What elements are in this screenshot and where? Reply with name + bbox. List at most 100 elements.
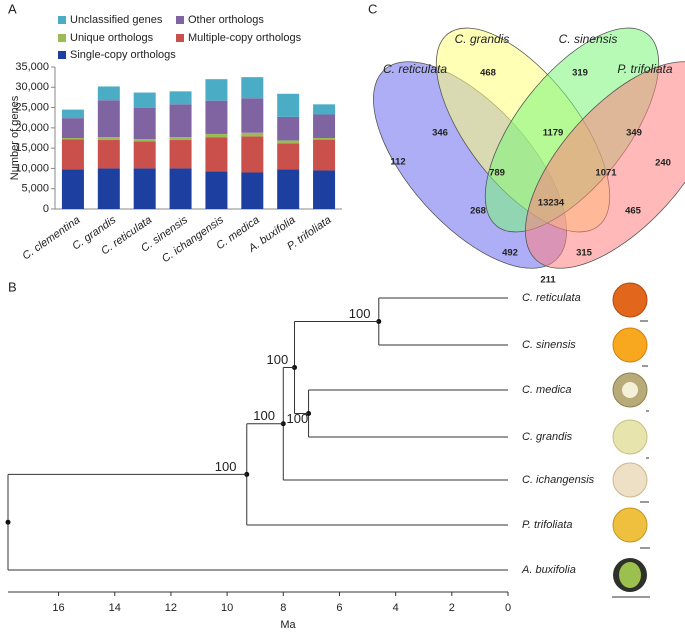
region-count: 1179 [543,128,564,139]
bar-segment [133,107,156,140]
fruit-images [612,282,650,598]
bar-segment [205,171,228,209]
bar-segment [97,140,120,169]
fruit-image [619,562,641,588]
bar-segment [133,139,156,142]
bar-segment [61,118,84,138]
bar-segment [97,137,120,141]
leaf-label: C. ichangensis [522,474,595,486]
support-label: 100 [253,408,275,423]
region-count: 468 [480,68,496,79]
leaf-label: C. medica [522,384,572,396]
leaf-label: C. sinensis [522,339,576,351]
region-count: 346 [432,128,448,139]
x-tick-label: 6 [336,602,342,614]
region-count: 319 [572,68,588,79]
set-label: C. reticulata [383,62,447,76]
bar-segment [277,116,300,141]
bar-segment [277,93,300,117]
x-tick-label: 10 [221,602,233,614]
x-tick-label: 0 [505,602,511,614]
x-tick-label: 4 [393,602,399,614]
bar-segment [241,77,264,99]
bar-segment [133,141,156,169]
bar-segment [205,137,228,172]
y-tick-label: 35,000 [15,61,49,73]
region-count: 13234 [538,198,565,209]
legend-label: Single-copy orthologs [70,49,176,61]
bar-segment [277,143,300,170]
fruit-image [612,282,648,318]
region-count: 789 [489,168,505,179]
leaf-label: C. reticulata [522,292,581,304]
panel-label: B [8,279,17,294]
fruit-image [612,462,648,498]
bar-segment [277,140,300,144]
x-tick-label: 14 [109,602,121,614]
bar-segment [313,170,336,209]
bar-segment [169,168,192,209]
x-tick-label: 16 [52,602,64,614]
legend-label: Multiple-copy orthologs [188,32,302,44]
support-label: 100 [267,352,289,367]
bar-segment [313,139,336,171]
bar-segment [313,104,336,115]
y-tick-label: 15,000 [15,142,49,154]
region-count: 211 [540,275,556,286]
bar-segment [169,104,192,138]
x-tick-label: 12 [165,602,177,614]
set-label: C. grandis [455,32,510,46]
bar-segment [97,168,120,209]
legend-swatch [176,16,184,24]
bar-segment [133,92,156,108]
x-tick-label: 8 [280,602,286,614]
support-label: 100 [215,459,237,474]
bar-segment [97,100,120,138]
leaf-label: C. grandis [522,431,573,443]
x-tick-label: C. ichangensis [160,214,226,266]
support-label: 100 [287,411,309,426]
bar-segment [205,79,228,101]
y-tick-label: 0 [43,203,49,215]
set-label: P. trifoliata [617,62,672,76]
fruit-image [612,327,648,363]
fruit-image [612,507,648,543]
bar-segment [205,133,228,138]
region-count: 112 [390,157,405,168]
panel-label: C [368,1,377,16]
bar-segment [133,168,156,209]
bar-segment [169,137,192,141]
fruit-image [622,382,638,398]
bar-segment [61,169,84,209]
bar-segment [241,132,264,137]
venn-set [525,61,685,269]
legend-label: Unique orthologs [70,32,154,44]
bar-segment [169,140,192,169]
region-count: 349 [626,128,642,139]
bar-segment [313,114,336,138]
bar-segment [241,172,264,209]
set-label: C. sinensis [559,32,618,46]
leaf-label: P. trifoliata [522,519,573,531]
y-tick-label: 10,000 [15,162,49,174]
x-tick-label: C. clementina [20,214,82,262]
bar-segment [313,138,336,140]
region-count: 492 [502,248,518,259]
x-axis-label: Ma [280,619,296,631]
legend-swatch [58,51,66,59]
bar-segment [97,86,120,101]
legend-swatch [176,34,184,42]
panel-label: A [8,1,17,16]
region-count: 268 [470,206,486,217]
y-tick-label: 25,000 [15,101,49,113]
node [5,519,11,525]
bar-segment [61,109,84,119]
y-axis-label: Number of genes [9,95,21,180]
y-tick-label: 20,000 [15,122,49,134]
legend-swatch [58,16,66,24]
bar-segment [241,98,264,133]
x-tick-label: 2 [449,602,455,614]
bar-segment [61,138,84,140]
bar-segment [205,100,228,134]
